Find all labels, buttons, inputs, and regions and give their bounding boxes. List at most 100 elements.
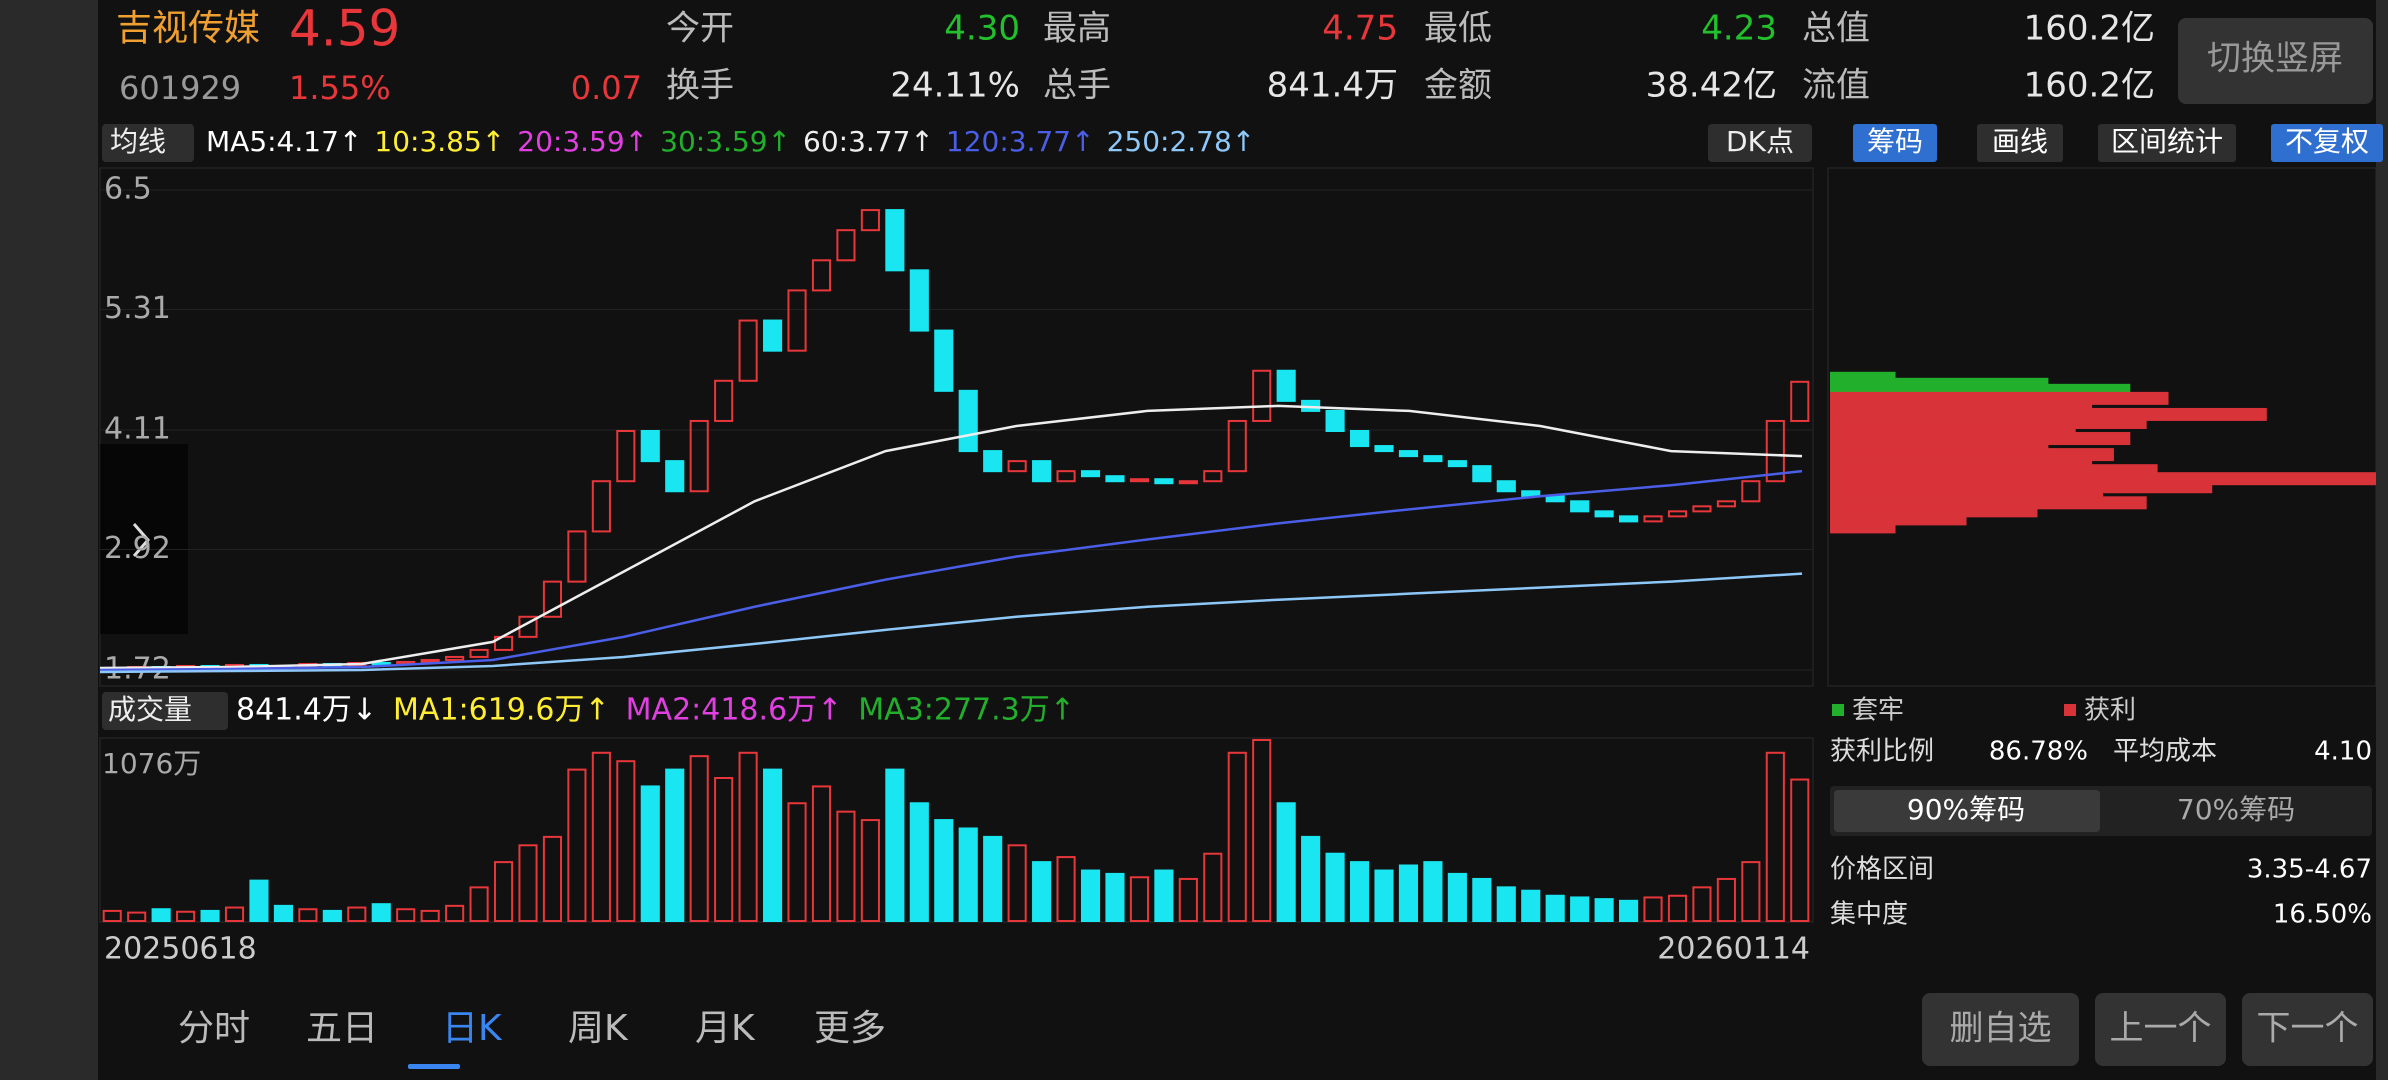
ma-label: MA5:4.17↑ [206,125,362,158]
right-tab: 不复权 [2285,125,2369,158]
ma-line [99,469,1803,672]
bottom-tab[interactable]: 更多 [814,1008,886,1049]
candle [1374,445,1394,453]
candle [1349,430,1370,448]
candle [860,209,880,232]
bottom-button: 删自选 [1950,1009,2052,1049]
bottom-tab[interactable]: 月K [695,1008,756,1049]
volume-selector: 成交量 [108,693,192,726]
candle [1667,510,1688,518]
legend-swatch [1832,704,1844,716]
selector-bg[interactable] [102,124,194,162]
volume-bar [493,861,514,922]
bottom-button: 上一个 [2110,1009,2212,1049]
toggle-arrow [132,523,150,557]
stat-value: 4.10 [2314,737,2372,767]
switch-button-bg[interactable] [2178,18,2373,104]
stock-name: 吉视传媒 [116,8,260,49]
volume-bar [176,910,196,923]
volume-bar [1178,877,1198,923]
chip-tab-active[interactable] [1834,790,2100,832]
candle [1790,380,1810,422]
candle [1545,495,1565,503]
volume-bar [127,911,147,923]
y-tick-label: 4.11 [104,412,171,447]
tab-bg[interactable] [1853,124,1937,162]
volume-bar [860,819,880,922]
volume-bar [518,844,538,923]
volume-bar [1472,877,1492,923]
y-tick-label: 5.31 [104,291,171,326]
button-bg[interactable] [2095,993,2226,1066]
candle [1007,460,1027,473]
volume-bar [1301,835,1321,923]
bottom-button: 下一个 [2257,1009,2359,1049]
bottom-tab[interactable]: 周K [568,1008,629,1049]
candle [1105,475,1125,483]
volume-bar [1716,877,1736,923]
bottom-tab[interactable]: 日K [442,1008,503,1049]
volume-bar [567,768,587,923]
volume-bar [200,909,220,922]
volume-label: 841.4万↓ [236,693,377,728]
volume-frame [99,737,1814,923]
stat-value: 4.75 [1322,9,1398,49]
button-bg[interactable] [2242,993,2373,1066]
switch-button: 切换竖屏 [2207,39,2343,79]
volume-bar [665,768,685,923]
date-label: 20250618 [104,932,257,967]
volume-bar [249,879,269,922]
selector-bg[interactable] [102,692,228,730]
candle [445,655,465,661]
candle [1203,470,1223,483]
volume-bar [420,909,440,922]
candle [1154,478,1174,485]
ma-label: 30:3.59↑ [660,125,791,158]
ma-line [99,572,1803,674]
ma-selector: 均线 [110,125,166,158]
right-tab: 筹码 [1867,125,1923,158]
tab-bg[interactable] [1977,124,2063,162]
volume-bar [836,810,856,922]
ma-line [99,404,1803,670]
volume-bar [1741,861,1761,922]
candle [836,229,856,262]
volume-bar [1227,751,1247,922]
candle [1129,478,1149,483]
side-toggle[interactable] [100,444,188,634]
legend-label: 套牢 [1852,696,1904,726]
volume-bar [1325,852,1345,922]
volume-bar [787,802,807,923]
volume-bar [1667,894,1688,922]
stat-value: 841.4万 [1267,66,1398,106]
candle [640,430,660,463]
tab-underline [408,1064,460,1069]
candle [1472,465,1492,483]
dk-bg[interactable] [1708,124,1812,162]
tab-bg[interactable] [2098,124,2236,162]
volume-bar [1447,872,1467,923]
bottom-tab[interactable]: 分时 [178,1008,250,1049]
candle [469,648,489,658]
volume-bar [1154,869,1174,923]
stat-label: 今开 [666,9,734,49]
tab-bg[interactable] [2271,124,2383,162]
candle [738,319,758,382]
volume-bar [934,819,954,922]
bottom-tab[interactable]: 五日 [306,1008,378,1049]
volume-bar [1398,864,1419,922]
row-label: 集中度 [1830,900,1908,930]
candle [763,319,783,352]
volume-bar [1570,896,1590,923]
volume-bar [1496,886,1516,922]
volume-bar [469,886,489,922]
candle [1398,450,1419,458]
button-bg[interactable] [1922,993,2079,1066]
legend-swatch [2064,704,2076,716]
candle [1496,480,1516,493]
volume-bar [1423,861,1443,922]
volume-label: MA1:619.6万↑ [393,693,610,728]
stat-value: 160.2亿 [2024,9,2155,49]
